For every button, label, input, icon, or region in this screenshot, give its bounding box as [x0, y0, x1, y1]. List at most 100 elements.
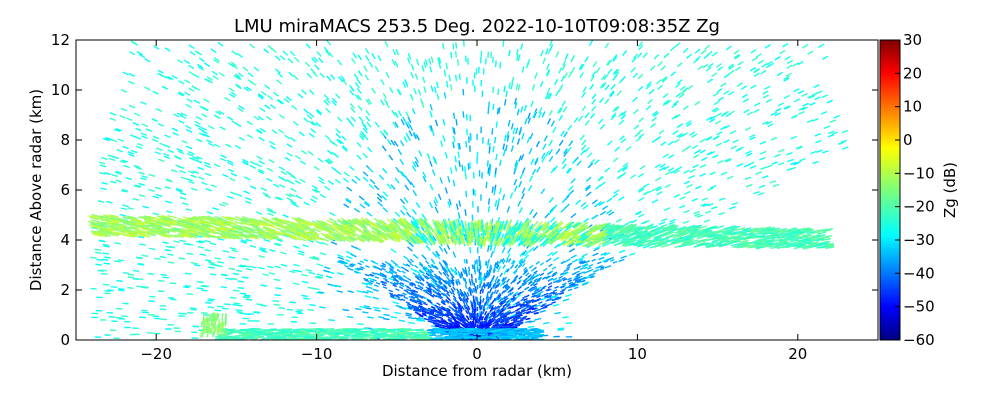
radar-echo-pixel — [411, 165, 417, 172]
radar-echo-pixel — [277, 313, 284, 316]
radar-echo-pixel — [758, 184, 766, 189]
radar-echo-pixel — [268, 272, 276, 275]
radar-echo-pixel — [222, 220, 232, 225]
radar-echo-pixel — [177, 150, 185, 155]
radar-echo-pixel — [547, 251, 554, 257]
radar-echo-pixel — [421, 65, 425, 72]
radar-echo-pixel — [536, 166, 541, 173]
radar-echo-pixel — [715, 63, 723, 68]
radar-echo-pixel — [128, 104, 136, 109]
radar-echo-pixel — [151, 226, 161, 231]
radar-echo-pixel — [337, 116, 343, 123]
radar-echo-pixel — [550, 223, 558, 231]
radar-echo-pixel — [561, 276, 566, 281]
radar-echo-pixel — [669, 218, 676, 223]
radar-echo-pixel — [467, 305, 471, 311]
radar-echo-pixel — [523, 297, 528, 302]
radar-echo-pixel — [554, 243, 561, 249]
radar-echo-pixel — [257, 231, 267, 236]
radar-echo-pixel — [593, 247, 600, 252]
radar-echo-pixel — [357, 70, 363, 77]
radar-echo-pixel — [335, 128, 341, 134]
radar-echo-pixel — [561, 100, 566, 107]
radar-echo-pixel — [486, 299, 491, 306]
radar-echo-pixel — [418, 287, 423, 291]
radar-echo-pixel — [786, 167, 794, 172]
radar-echo-pixel — [136, 145, 143, 150]
radar-echo-pixel — [343, 203, 350, 209]
radar-echo-pixel — [314, 225, 323, 231]
radar-echo-pixel — [358, 116, 364, 123]
radar-echo-pixel — [528, 148, 533, 155]
radar-echo-pixel — [459, 235, 464, 245]
radar-echo-pixel — [256, 303, 263, 306]
radar-echo-pixel — [602, 242, 611, 248]
radar-echo-pixel — [276, 238, 284, 243]
radar-echo-pixel — [326, 226, 336, 232]
radar-echo-pixel — [407, 316, 415, 320]
radar-echo-pixel — [177, 224, 187, 228]
radar-echo-pixel — [611, 112, 617, 118]
radar-echo-pixel — [841, 129, 849, 134]
radar-echo-pixel — [357, 262, 362, 266]
radar-echo-pixel — [400, 118, 405, 126]
radar-echo-pixel — [217, 41, 224, 47]
radar-echo-pixel — [278, 128, 285, 134]
radar-echo-pixel — [535, 221, 543, 230]
radar-echo-pixel — [408, 307, 413, 310]
radar-echo-pixel — [201, 130, 208, 135]
radar-echo-pixel — [282, 50, 289, 56]
radar-echo-pixel — [282, 232, 292, 237]
radar-echo-pixel — [814, 132, 821, 137]
radar-echo-pixel — [672, 130, 679, 135]
radar-echo-pixel — [229, 232, 239, 237]
radar-echo-pixel — [176, 229, 186, 234]
radar-echo-pixel — [581, 139, 587, 146]
radar-echo-pixel — [240, 229, 250, 234]
radar-echo-pixel — [599, 233, 609, 239]
radar-echo-pixel — [337, 272, 344, 276]
radar-echo-pixel — [297, 93, 304, 99]
radar-echo-pixel — [428, 233, 435, 242]
radar-echo-pixel — [379, 233, 388, 241]
radar-echo-pixel — [359, 132, 365, 139]
radar-echo-pixel — [174, 234, 184, 238]
radar-echo-pixel — [411, 233, 419, 241]
radar-echo-pixel — [708, 234, 718, 239]
radar-echo-pixel — [641, 231, 651, 237]
radar-echo-pixel — [784, 245, 795, 249]
radar-echo-pixel — [488, 169, 491, 177]
radar-echo-pixel — [420, 101, 425, 108]
radar-echo-pixel — [292, 225, 302, 230]
radar-echo-pixel — [96, 222, 106, 226]
radar-echo-pixel — [398, 319, 406, 322]
radar-echo-pixel — [302, 236, 312, 242]
radar-echo-pixel — [113, 216, 123, 221]
radar-echo-pixel — [222, 201, 229, 206]
radar-echo-pixel — [545, 288, 551, 292]
radar-echo-pixel — [457, 227, 461, 237]
radar-echo-pixel — [217, 235, 227, 240]
radar-echo-pixel — [764, 227, 774, 232]
radar-echo-pixel — [686, 53, 692, 59]
radar-echo-pixel — [193, 73, 200, 79]
radar-echo-pixel — [725, 45, 732, 51]
radar-echo-pixel — [562, 106, 568, 113]
radar-echo-pixel — [514, 323, 520, 327]
radar-echo-pixel — [560, 130, 565, 137]
radar-echo-pixel — [515, 127, 519, 135]
radar-echo-pixel — [229, 93, 236, 98]
radar-echo-pixel — [638, 188, 645, 193]
radar-echo-pixel — [315, 219, 325, 225]
radar-echo-pixel — [308, 132, 315, 138]
radar-echo-pixel — [710, 206, 718, 210]
radar-echo-pixel — [181, 202, 189, 206]
radar-echo-pixel — [367, 98, 373, 105]
radar-echo-pixel — [618, 234, 627, 240]
radar-echo-pixel — [506, 131, 510, 138]
radar-echo-pixel — [520, 231, 527, 240]
radar-echo-pixel — [588, 40, 594, 47]
radar-echo-pixel — [570, 66, 576, 74]
radar-echo-pixel — [506, 219, 512, 229]
radar-echo-pixel — [275, 242, 282, 246]
